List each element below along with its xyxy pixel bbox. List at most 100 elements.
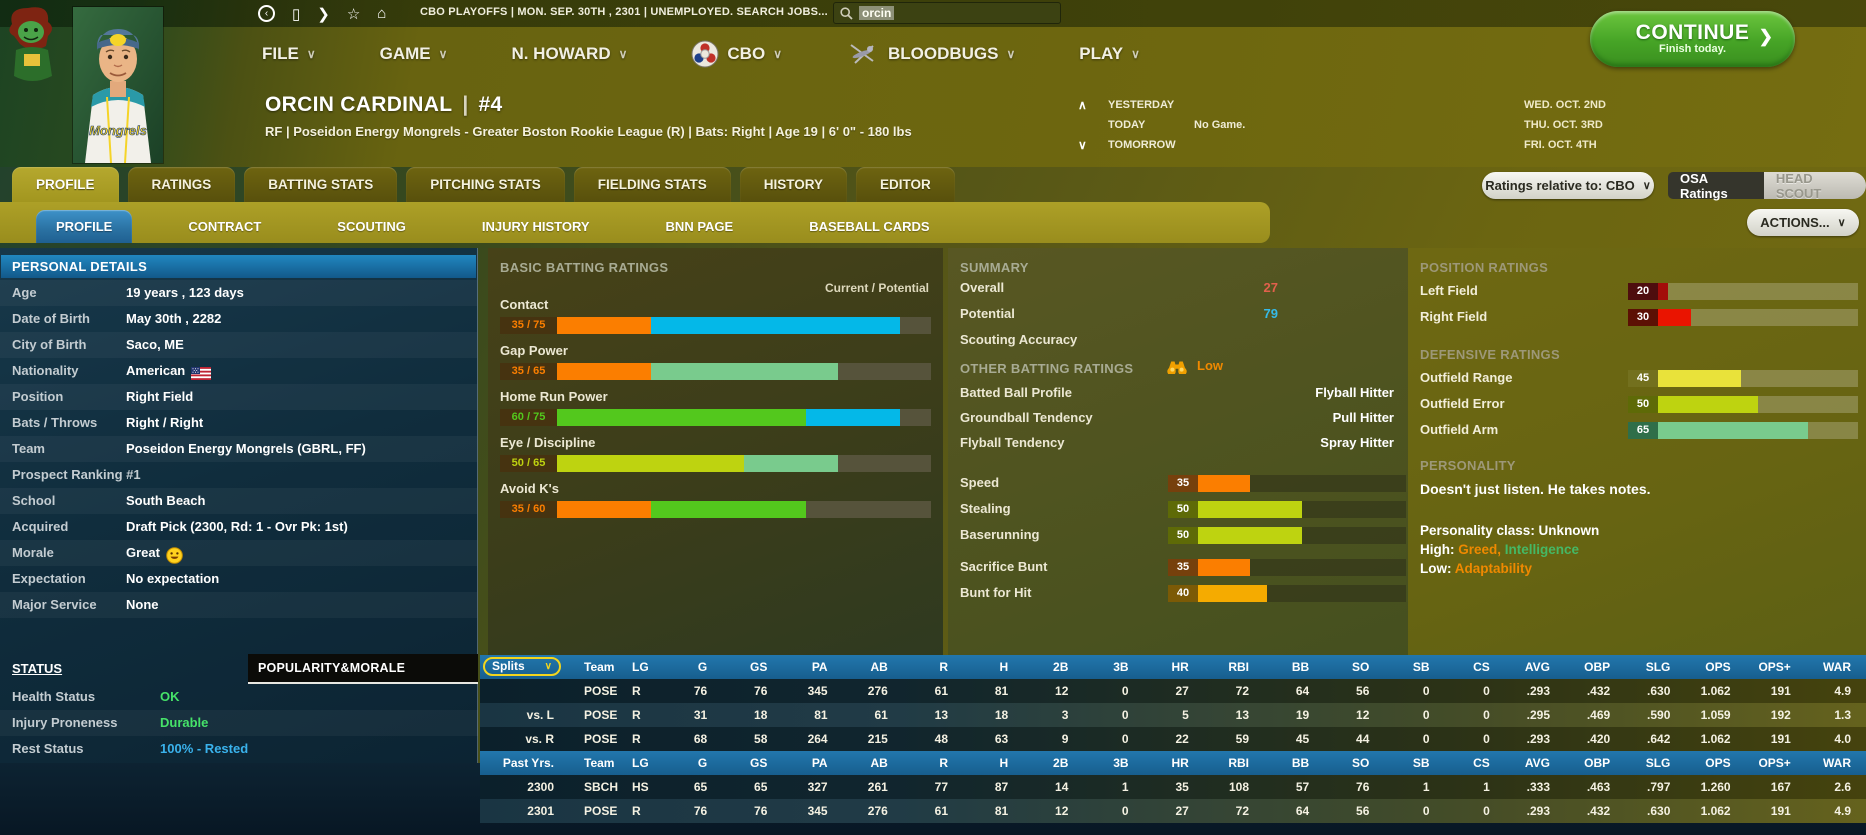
- personal-detail-value: 19 years , 123 days: [126, 285, 244, 300]
- forward-icon[interactable]: ❯: [317, 5, 330, 23]
- subtab-scouting[interactable]: SCOUTING: [337, 219, 406, 234]
- page-icon[interactable]: ▯: [292, 5, 301, 23]
- stats-cell: POSE: [584, 684, 618, 698]
- schedule-day-label: TOMORROW: [1108, 139, 1176, 151]
- stats-cell: 77: [934, 780, 948, 794]
- tab-pitching-stats[interactable]: PITCHING STATS: [406, 167, 565, 202]
- menu-item-game[interactable]: GAME ∨: [380, 44, 448, 64]
- stats-cell: .469: [1586, 708, 1611, 722]
- stats-header-cell: PA: [811, 660, 828, 674]
- rating-label: Gap Power: [500, 343, 568, 358]
- stats-cell: 76: [693, 684, 708, 698]
- popularity-morale-button[interactable]: POPULARITY&MORALE: [248, 654, 478, 684]
- stats-cell: 2301: [527, 804, 554, 818]
- tab-editor[interactable]: EDITOR: [856, 167, 955, 202]
- chevron-down-icon: ∨: [544, 661, 552, 672]
- schedule-row: TODAY No Game. THU. OCT. 3RD: [1078, 115, 1678, 135]
- chevron-down-icon: ∨: [1131, 47, 1140, 61]
- rating-bar-track: [557, 455, 931, 472]
- stats-cell: 31: [693, 708, 708, 722]
- schedule-note: No Game.: [1194, 119, 1246, 131]
- tab-ratings[interactable]: RATINGS: [127, 167, 236, 202]
- header-background: [0, 0, 1866, 167]
- main-menu-bar: FILE ∨ GAME ∨ N. HOWARD ∨ CBO ∨ BLOODBUGS ∨ PLAY ∨: [262, 34, 1140, 74]
- current-segment: [1198, 527, 1302, 544]
- menu-item-file[interactable]: FILE ∨: [262, 44, 316, 64]
- personal-detail-value: South Beach: [126, 493, 206, 508]
- rating-bar-track: [557, 501, 931, 518]
- stats-cell: 1.062: [1700, 732, 1731, 746]
- stats-cell: 345: [807, 684, 828, 698]
- stats-cell: 2300: [527, 780, 554, 794]
- tab-history[interactable]: HISTORY: [739, 167, 848, 202]
- status-row: Rest Status 100% - Rested: [0, 736, 478, 762]
- stats-header-cell: LG: [632, 756, 649, 770]
- subtab-profile[interactable]: PROFILE: [36, 210, 133, 243]
- rating-value-box: 40: [1168, 585, 1198, 602]
- stats-cell: R: [632, 684, 641, 698]
- rating-bar-track: [1658, 309, 1858, 326]
- personal-detail-label: Bats / Throws: [12, 415, 98, 430]
- rating-bar: 50: [1168, 527, 1406, 544]
- schedule-widget: ∧ YESTERDAY WED. OCT. 2ND TODAY No Game. THU.…: [1078, 95, 1678, 155]
- search-input[interactable]: orcin: [833, 2, 1061, 24]
- stats-table-header-row: Splits ∨ Team LG G GS PA AB R H 2B 3B HR RBI BB SO SB CS A…: [480, 655, 1866, 679]
- other-batting-rows: Batted Ball Profile Flyball Hitter Groundb…: [948, 380, 1408, 455]
- scroll-down-icon[interactable]: ∨: [1078, 138, 1087, 152]
- stats-header-cell: 3B: [1113, 756, 1129, 770]
- rating-bar-track: [1198, 559, 1406, 576]
- stats-header-cell: H: [999, 660, 1009, 674]
- stats-header-cell: WAR: [1823, 660, 1851, 674]
- rating-bar: 50 / 65: [500, 455, 931, 472]
- rating-bar-track: [557, 409, 931, 426]
- table-row: vs. L POSE R 31 18 81 61 13 18 3 0 5 13 19 12 0 0 .295 .46…: [480, 703, 1866, 727]
- rating-bar: 50: [1168, 501, 1406, 518]
- stats-cell: .797: [1647, 780, 1671, 794]
- rating-bar: 50: [1628, 396, 1858, 413]
- stats-header-cell: HR: [1171, 756, 1189, 770]
- current-potential-label: Current / Potential: [824, 281, 929, 295]
- summary-rows: Overall 27 Potential 79 Scouting Accuracy Low: [948, 275, 1408, 375]
- subtab-injury-history[interactable]: INJURY HISTORY: [481, 219, 590, 234]
- tab-batting-stats[interactable]: BATTING STATS: [244, 167, 398, 202]
- stats-cell: 59: [1235, 732, 1249, 746]
- menu-item-bloodbugs[interactable]: BLOODBUGS ∨: [846, 41, 1015, 67]
- rating-bar: 35 / 65: [500, 363, 931, 380]
- stats-cell: 57: [1295, 780, 1310, 794]
- back-icon[interactable]: ‹: [258, 5, 275, 22]
- subtab-contract[interactable]: CONTRACT: [188, 219, 262, 234]
- tab-profile[interactable]: PROFILE: [12, 167, 119, 202]
- stats-cell: 14: [1055, 780, 1069, 794]
- subtab-baseball-cards[interactable]: BASEBALL CARDS: [809, 219, 930, 234]
- menu-item-play[interactable]: PLAY ∨: [1079, 44, 1140, 64]
- player-portrait: Mongrels: [72, 6, 164, 164]
- osa-ratings-toggle[interactable]: OSA Ratings: [1668, 171, 1764, 201]
- tab-fielding-stats[interactable]: FIELDING STATS: [573, 167, 731, 202]
- star-icon[interactable]: ☆: [346, 5, 361, 23]
- rating-bar-track: [557, 317, 931, 334]
- head-scout-toggle[interactable]: HEAD SCOUT: [1763, 171, 1866, 201]
- menu-item-label: CBO: [727, 44, 766, 63]
- schedule-day-label: TODAY: [1108, 119, 1146, 131]
- menu-item-n-howard[interactable]: N. HOWARD ∨: [511, 44, 627, 64]
- personal-detail-label: City of Birth: [12, 337, 87, 352]
- stats-header-cell: CS: [1473, 756, 1490, 770]
- home-icon[interactable]: ⌂: [377, 5, 387, 22]
- stats-cell: 76: [754, 804, 768, 818]
- status-value: OK: [160, 689, 180, 704]
- menu-item-cbo[interactable]: CBO ∨: [691, 40, 782, 68]
- player-jersey-number: #4: [478, 93, 503, 116]
- ratings-relative-dropdown[interactable]: Ratings relative to: CBO ∨: [1482, 172, 1654, 199]
- stats-cell: 2.6: [1834, 780, 1851, 794]
- splits-dropdown[interactable]: Splits ∨: [483, 657, 561, 676]
- subtab-bnn-page[interactable]: BNN PAGE: [665, 219, 734, 234]
- stats-cell: 27: [1175, 684, 1189, 698]
- continue-button[interactable]: CONTINUE Finish today. ❯: [1590, 11, 1795, 67]
- scroll-up-icon[interactable]: ∧: [1078, 98, 1087, 112]
- personal-detail-label: Date of Birth: [12, 311, 90, 326]
- stats-cell: 64: [1295, 804, 1310, 818]
- stats-header-cell: OPS+: [1758, 660, 1791, 674]
- stats-cell: 81: [994, 804, 1009, 818]
- personal-detail-value: No expectation: [126, 571, 220, 586]
- actions-dropdown[interactable]: ACTIONS... ∨: [1747, 209, 1859, 236]
